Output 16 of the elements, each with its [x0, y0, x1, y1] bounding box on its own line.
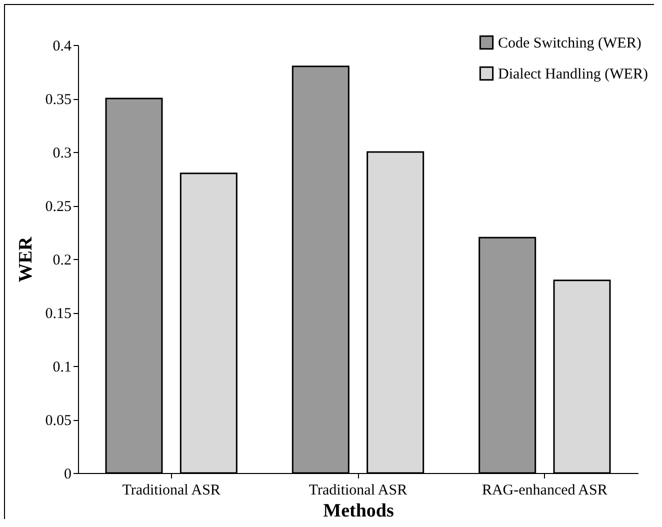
legend-label: Code Switching (WER)	[498, 36, 642, 52]
y-tick-label: 0	[64, 466, 72, 482]
y-tick-label: 0.1	[52, 360, 72, 376]
y-tick-label: 0.35	[45, 92, 72, 108]
legend-label: Dialect Handling (WER)	[498, 66, 648, 82]
y-tick-label: 0.15	[45, 306, 72, 322]
x-tick-label: Traditional ASR	[308, 482, 408, 498]
x-tick-label: Traditional ASR	[122, 482, 220, 498]
y-tick-label: 0.25	[45, 199, 72, 215]
y-tick-label: 0.05	[45, 413, 72, 429]
x-tick-label: RAG-enhanced ASR	[482, 482, 608, 498]
y-axis-title: WER	[15, 236, 36, 282]
y-tick-label: 0.4	[52, 38, 72, 54]
x-axis-title: Methods	[323, 500, 394, 522]
y-tick-label: 0.3	[52, 146, 72, 162]
y-tick-label: 0.2	[52, 252, 72, 268]
